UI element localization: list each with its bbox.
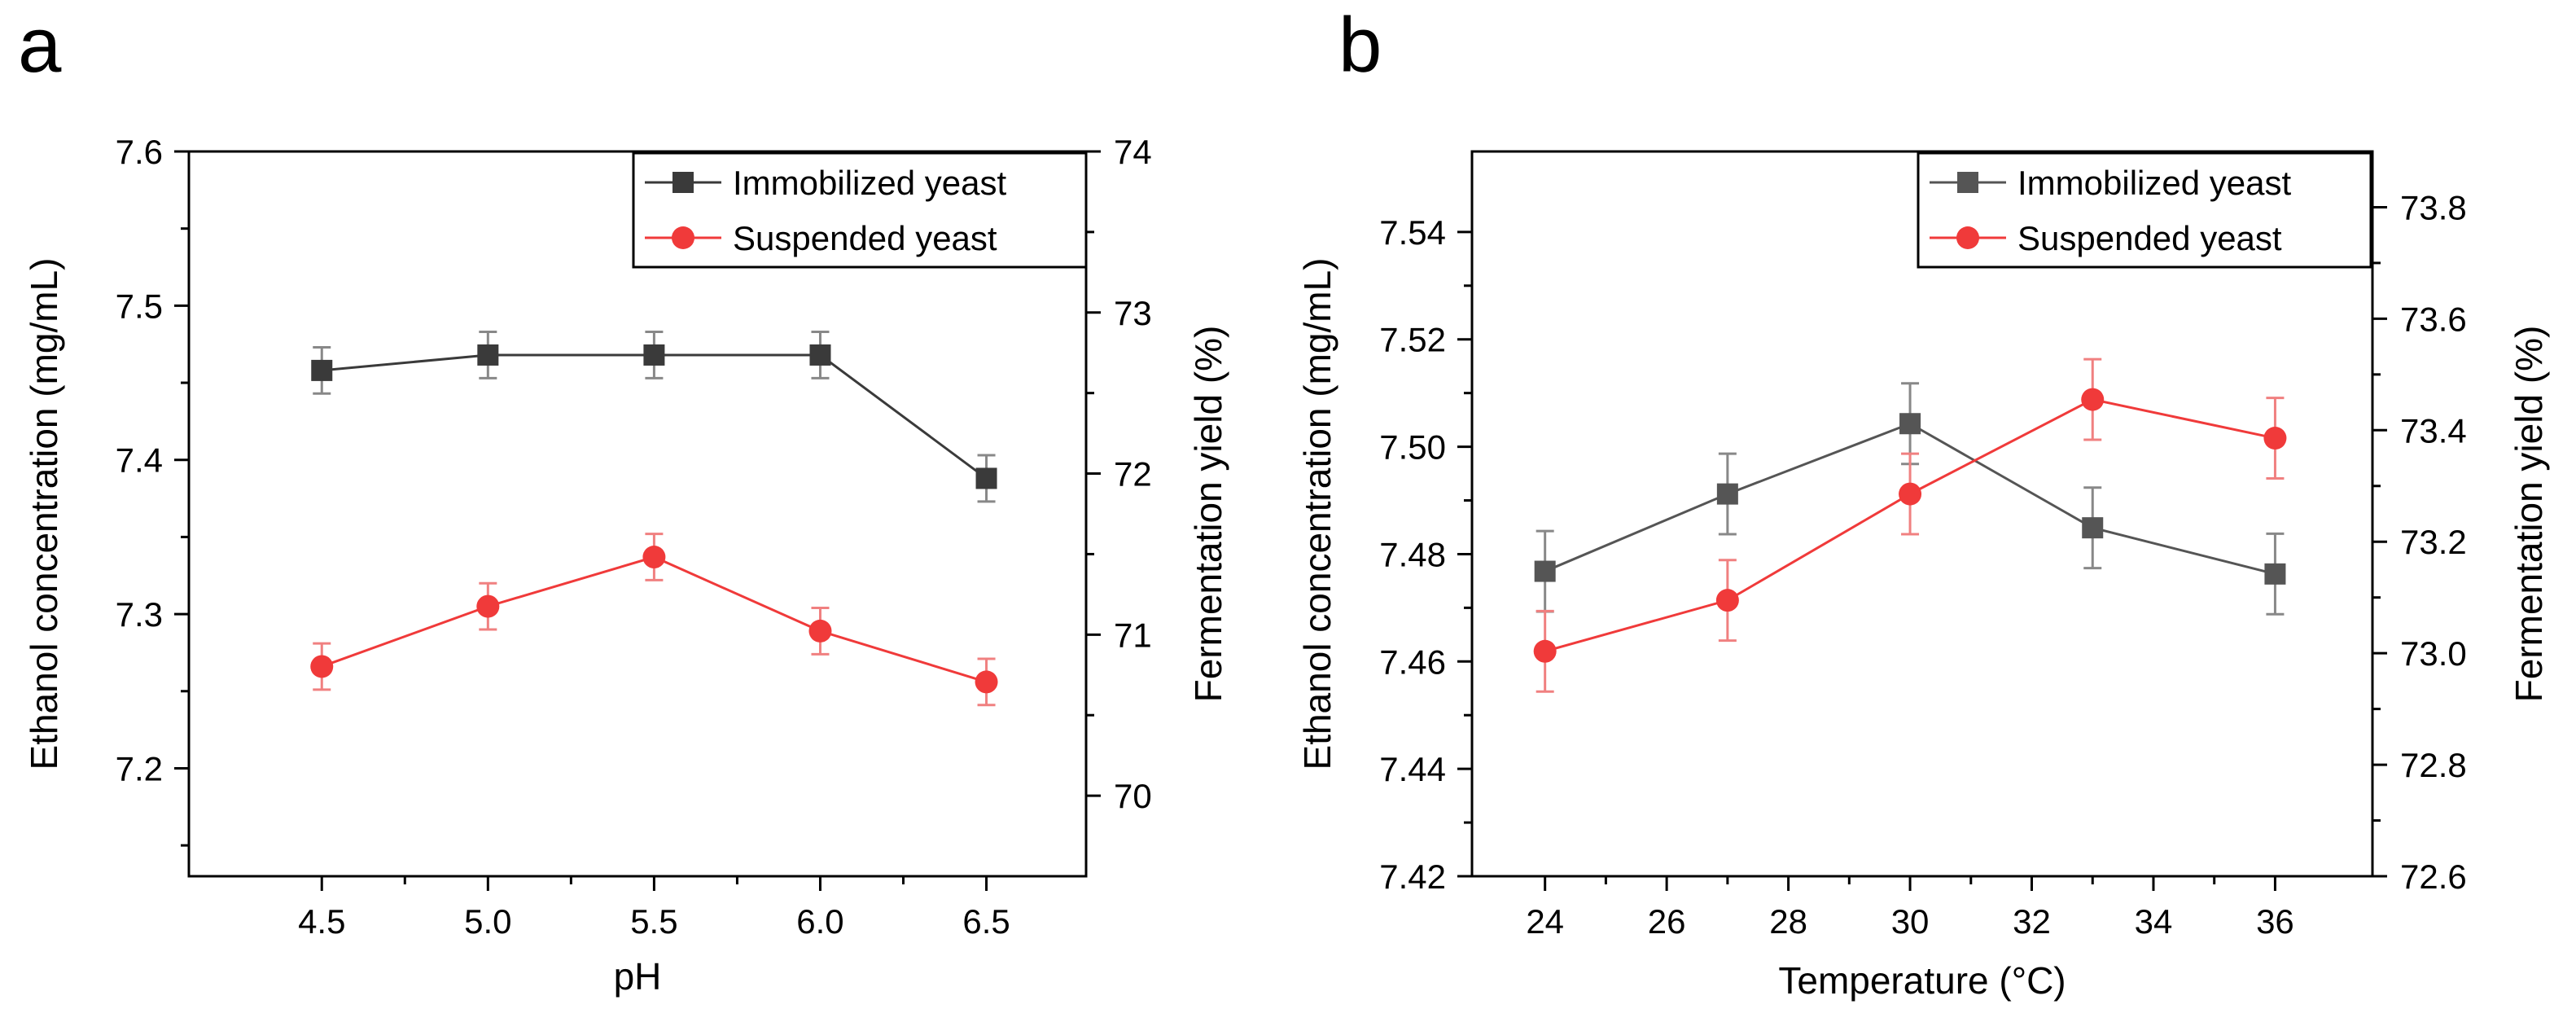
y2-tick-label: 72.6 <box>2400 858 2467 896</box>
y2-tick-label: 72.8 <box>2400 746 2467 784</box>
legend-box <box>1917 151 2372 269</box>
data-point-circle <box>1715 589 1739 612</box>
panel-a: a 4.5 5.0 5.5 6.0 6.5 7.2 7.3 7.4 7.5 7.6 70 71 72 73… <box>18 2 1229 998</box>
y-tick-label: 7.4 <box>116 441 163 480</box>
y2-tick-label: 73.4 <box>2400 411 2467 450</box>
y-tick-label: 7.48 <box>1379 535 1446 573</box>
data-point-circle <box>808 619 832 643</box>
y-axis-title: Ethanol concentration (mg/mL) <box>23 258 65 770</box>
y-axis-title: Ethanol concentration (mg/mL) <box>1296 258 1338 770</box>
x-axis-title: Temperature (°C) <box>1778 959 2066 1002</box>
x-tick-label: 34 <box>2135 902 2173 941</box>
x-tick-label: 6.0 <box>796 902 843 941</box>
data-point-square <box>2264 563 2286 585</box>
x-tick-label: 28 <box>1769 902 1807 941</box>
y-tick-label: 7.46 <box>1379 643 1446 681</box>
legend-label: Suspended yeast <box>2017 219 2282 257</box>
y-tick-label: 7.54 <box>1379 213 1446 252</box>
y2-tick-label: 73.2 <box>2400 523 2467 561</box>
data-point-square <box>1534 560 1556 582</box>
y-tick-label: 7.42 <box>1379 858 1446 896</box>
plot-frame <box>187 150 1088 878</box>
x-tick-label: 5.5 <box>630 902 677 941</box>
legend-label: Immobilized yeast <box>2017 164 2291 202</box>
data-point-circle <box>975 670 998 694</box>
legend-label: Immobilized yeast <box>733 164 1006 202</box>
y2-tick-label: 73.8 <box>2400 188 2467 226</box>
data-point-square <box>809 344 831 366</box>
x-tick-label: 6.5 <box>962 902 1010 941</box>
plot-frame <box>1470 150 2374 878</box>
panel-letter-a: a <box>18 2 62 89</box>
data-point-circle <box>1533 639 1557 663</box>
data-point-square <box>311 359 333 381</box>
x-tick-label: 36 <box>2256 902 2294 941</box>
data-point-circle <box>310 655 334 678</box>
x-tick-label: 32 <box>2013 902 2051 941</box>
data-point-circle <box>476 594 500 618</box>
y-tick-label: 7.50 <box>1379 428 1446 467</box>
x-tick-label: 5.0 <box>464 902 511 941</box>
panel-b: b 24 26 28 30 32 34 36 7.42 7.44 7.46 7.48 7.50 7.52… <box>1288 0 2576 1022</box>
y-tick-label: 7.52 <box>1379 321 1446 359</box>
y2-axis-title: Fermentation yield (%) <box>2508 326 2550 703</box>
legend-marker-square <box>672 172 694 193</box>
x-tick-label: 26 <box>1648 902 1686 941</box>
legend-label: Suspended yeast <box>733 219 997 257</box>
legend-marker-circle <box>672 226 694 249</box>
y2-tick-label: 73.6 <box>2400 300 2467 338</box>
y2-tick-label: 70 <box>1114 777 1152 815</box>
y2-tick-label: 73.0 <box>2400 634 2467 673</box>
y2-tick-label: 71 <box>1114 616 1152 654</box>
y-tick-label: 7.2 <box>116 749 163 787</box>
y-tick-label: 7.5 <box>116 287 163 325</box>
legend-marker-square <box>1957 172 1978 193</box>
x-tick-label: 4.5 <box>298 902 345 941</box>
legend-box <box>632 151 1088 269</box>
y2-tick-label: 72 <box>1114 455 1152 493</box>
data-point-square <box>2082 517 2104 539</box>
y2-tick-label: 73 <box>1114 294 1152 332</box>
data-point-circle <box>2263 427 2287 450</box>
data-point-circle <box>2081 388 2105 411</box>
y-tick-label: 7.6 <box>116 133 163 171</box>
legend-marker-circle <box>1956 226 1979 249</box>
y2-tick-label: 74 <box>1114 133 1152 171</box>
data-point-square <box>1716 483 1738 505</box>
chart-b: 24 26 28 30 32 34 36 7.42 7.44 7.46 7.48 7.50 7.52 7.… <box>1296 150 2550 1002</box>
y-tick-label: 7.44 <box>1379 750 1446 788</box>
x-tick-label: 24 <box>1526 902 1564 941</box>
x-tick-label: 30 <box>1891 902 1930 941</box>
x-axis-title: pH <box>614 955 662 998</box>
panel-letter-b: b <box>1338 2 1382 89</box>
chart-a: 4.5 5.0 5.5 6.0 6.5 7.2 7.3 7.4 7.5 7.6 70 71 72 73 74… <box>23 133 1229 998</box>
y2-axis-title: Fermentation yield (%) <box>1187 326 1229 703</box>
data-point-circle <box>1899 482 1922 506</box>
y-tick-label: 7.3 <box>116 595 163 634</box>
data-point-square <box>1899 413 1921 435</box>
data-point-square <box>477 344 499 366</box>
data-point-square <box>643 344 665 366</box>
data-point-square <box>975 467 997 489</box>
data-point-circle <box>642 546 666 569</box>
